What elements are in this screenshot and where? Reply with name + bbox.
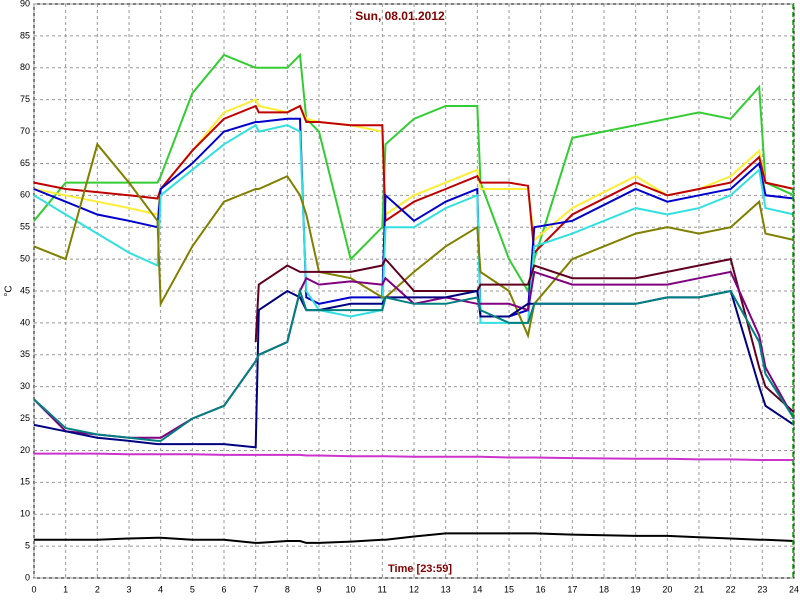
series-line bbox=[254, 257, 795, 413]
x-tick-label: 6 bbox=[221, 584, 226, 594]
series-line bbox=[34, 532, 795, 544]
y-tick-label: 90 bbox=[20, 0, 30, 8]
x-tick-label: 22 bbox=[726, 584, 736, 594]
y-tick-label: 5 bbox=[25, 540, 30, 550]
x-tick-label: 7 bbox=[253, 584, 258, 594]
y-tick-label: 35 bbox=[20, 349, 30, 359]
y-tick-label: 30 bbox=[20, 381, 30, 391]
x-axis-label: Time [23:59] bbox=[388, 563, 452, 575]
x-tick-label: 15 bbox=[504, 584, 514, 594]
y-tick-label: 55 bbox=[20, 222, 30, 232]
x-tick-label: 24 bbox=[789, 584, 799, 594]
y-tick-label: 15 bbox=[20, 477, 30, 487]
x-tick-label: 1 bbox=[63, 584, 68, 594]
y-tick-label: 45 bbox=[20, 285, 30, 295]
x-tick-label: 10 bbox=[346, 584, 356, 594]
y-tick-label: 50 bbox=[20, 253, 30, 263]
series-line bbox=[33, 123, 795, 324]
x-tick-label: 20 bbox=[662, 584, 672, 594]
x-tick-label: 3 bbox=[126, 584, 131, 594]
x-tick-label: 4 bbox=[158, 584, 163, 594]
y-tick-label: 25 bbox=[20, 413, 30, 423]
x-tick-label: 17 bbox=[567, 584, 577, 594]
x-tick-label: 0 bbox=[31, 584, 36, 594]
x-tick-label: 14 bbox=[472, 584, 482, 594]
x-tick-label: 12 bbox=[409, 584, 419, 594]
y-tick-label: 0 bbox=[25, 572, 30, 582]
y-tick-label: 85 bbox=[20, 30, 30, 40]
y-tick-label: 60 bbox=[20, 190, 30, 200]
y-tick-label: 20 bbox=[20, 445, 30, 455]
x-tick-label: 21 bbox=[694, 584, 704, 594]
x-tick-label: 8 bbox=[285, 584, 290, 594]
chart-title: Sun, 08.01.2012 bbox=[355, 9, 445, 23]
x-tick-label: 5 bbox=[190, 584, 195, 594]
series-line bbox=[34, 452, 794, 461]
x-tick-label: 23 bbox=[757, 584, 767, 594]
y-tick-label: 65 bbox=[20, 158, 30, 168]
x-tick-label: 9 bbox=[316, 584, 321, 594]
series-line bbox=[33, 142, 795, 339]
y-tick-label: 10 bbox=[20, 509, 30, 519]
series-line bbox=[33, 104, 795, 255]
series-line bbox=[33, 270, 795, 439]
x-tick-label: 18 bbox=[599, 584, 609, 594]
x-tick-label: 16 bbox=[536, 584, 546, 594]
x-tick-label: 11 bbox=[378, 584, 387, 594]
x-tick-label: 19 bbox=[631, 584, 641, 594]
y-tick-label: 80 bbox=[20, 62, 30, 72]
y-tick-label: 40 bbox=[20, 317, 30, 327]
x-tick-label: 2 bbox=[95, 584, 100, 594]
x-tick-label: 13 bbox=[441, 584, 451, 594]
y-axis-label: °C bbox=[4, 285, 15, 296]
y-tick-label: 75 bbox=[20, 94, 30, 104]
series-line bbox=[33, 287, 795, 442]
y-tick-label: 70 bbox=[20, 126, 30, 136]
